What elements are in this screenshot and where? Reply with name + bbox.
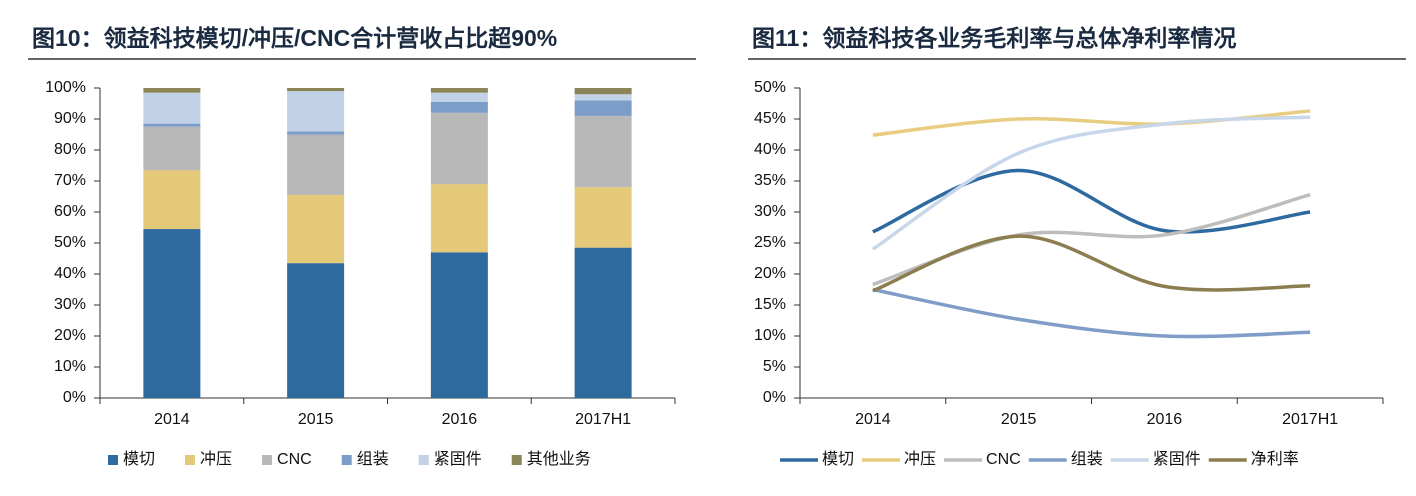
y-tick-label: 25% bbox=[754, 234, 786, 251]
y-tick-label: 40% bbox=[754, 141, 786, 158]
bar-segment bbox=[574, 100, 632, 116]
y-tick-label: 35% bbox=[754, 172, 786, 189]
x-tick-label: 2017H1 bbox=[575, 411, 631, 428]
bar-segment bbox=[430, 92, 488, 102]
bar-segment bbox=[574, 115, 632, 188]
y-tick-label: 5% bbox=[763, 358, 786, 375]
x-tick-label: 2016 bbox=[1147, 411, 1183, 428]
y-tick-label: 30% bbox=[54, 296, 86, 313]
y-tick-label: 0% bbox=[63, 389, 86, 406]
bar-segment bbox=[143, 126, 201, 171]
x-tick-label: 2016 bbox=[442, 411, 478, 428]
bar-segment bbox=[143, 92, 201, 124]
y-tick-label: 60% bbox=[54, 203, 86, 220]
legend-swatch bbox=[511, 455, 522, 465]
y-tick-label: 0% bbox=[763, 389, 786, 406]
bar-segment bbox=[430, 184, 488, 253]
legend-swatch bbox=[108, 455, 118, 465]
y-tick-label: 100% bbox=[45, 79, 86, 96]
y-tick-label: 10% bbox=[54, 358, 86, 375]
legend-label: 模切 bbox=[123, 450, 155, 468]
bar-segment bbox=[574, 187, 632, 248]
bar-segment bbox=[574, 247, 632, 398]
legend-label: 紧固件 bbox=[1153, 450, 1201, 468]
legend-label: 组装 bbox=[357, 450, 389, 468]
legend-swatch bbox=[341, 455, 352, 465]
legend-label: 模切 bbox=[822, 450, 854, 468]
y-tick-label: 30% bbox=[754, 203, 786, 220]
legend-swatch bbox=[185, 455, 196, 465]
line bbox=[872, 168, 1311, 234]
bar-segment bbox=[143, 229, 201, 398]
legend-label: 其他业务 bbox=[527, 450, 591, 468]
y-tick-label: 15% bbox=[754, 296, 786, 313]
x-tick-label: 2014 bbox=[855, 411, 891, 428]
bar-segment bbox=[287, 263, 345, 398]
legend-swatch bbox=[418, 455, 429, 465]
y-tick-label: 45% bbox=[754, 110, 786, 127]
legend-label: 紧固件 bbox=[434, 450, 482, 468]
bar-segment bbox=[143, 88, 201, 93]
y-tick-label: 50% bbox=[754, 79, 786, 96]
bar-segment bbox=[430, 101, 488, 113]
bar-segment bbox=[143, 123, 201, 127]
legend-swatch bbox=[262, 455, 273, 465]
bar-segment bbox=[287, 194, 345, 264]
y-tick-label: 70% bbox=[54, 172, 86, 189]
legend-label: 冲压 bbox=[200, 450, 232, 468]
y-tick-label: 80% bbox=[54, 141, 86, 158]
x-tick-label: 2015 bbox=[1001, 411, 1037, 428]
bar-segment bbox=[574, 94, 632, 101]
bar-segment bbox=[430, 112, 488, 185]
y-tick-label: 90% bbox=[54, 110, 86, 127]
line bbox=[872, 192, 1311, 287]
chart-title: 图10：领益科技模切/冲压/CNC合计营收占比超90% bbox=[32, 25, 557, 51]
bar-segment bbox=[287, 134, 345, 195]
legend-label: 冲压 bbox=[904, 450, 936, 468]
bar-segment bbox=[287, 91, 345, 132]
y-tick-label: 50% bbox=[54, 234, 86, 251]
x-tick-label: 2014 bbox=[154, 411, 190, 428]
line bbox=[871, 115, 1311, 251]
legend-label: CNC bbox=[277, 451, 312, 468]
bar-segment bbox=[287, 88, 345, 92]
y-tick-label: 20% bbox=[754, 265, 786, 282]
bar-segment bbox=[143, 170, 201, 230]
x-tick-label: 2017H1 bbox=[1282, 411, 1338, 428]
y-tick-label: 10% bbox=[754, 327, 786, 344]
legend-label: CNC bbox=[986, 451, 1021, 468]
y-tick-label: 20% bbox=[54, 327, 86, 344]
y-tick-label: 40% bbox=[54, 265, 86, 282]
x-tick-label: 2015 bbox=[298, 411, 334, 428]
legend-label: 组装 bbox=[1071, 450, 1103, 468]
chart-title: 图11：领益科技各业务毛利率与总体净利率情况 bbox=[752, 25, 1236, 51]
bar-segment bbox=[430, 88, 488, 93]
bar-segment bbox=[574, 88, 632, 95]
bar-segment bbox=[287, 131, 345, 135]
line bbox=[872, 287, 1311, 339]
bar-segment bbox=[430, 252, 488, 398]
line bbox=[872, 234, 1311, 293]
legend-label: 净利率 bbox=[1251, 450, 1299, 468]
